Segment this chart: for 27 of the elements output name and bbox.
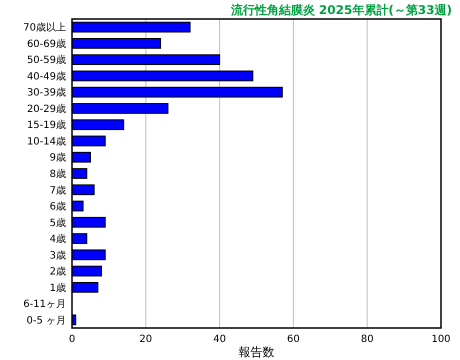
- y-tick-label: 15-19歳: [26, 119, 66, 132]
- y-tick-label: 10-14歳: [26, 135, 66, 148]
- y-tick-label: 70歳以上: [23, 22, 66, 34]
- y-tick-label: 60-69歳: [26, 38, 66, 50]
- x-tick-label: 40: [213, 334, 226, 345]
- y-tick-label: 20-29歳: [26, 102, 66, 115]
- y-tick-label: 2歳: [50, 266, 66, 278]
- chart-title: 流行性角結膜炎 2025年累計(～第33週): [230, 3, 452, 17]
- y-tick-label: 6-11ヶ月: [23, 299, 66, 310]
- x-tick-label: 80: [360, 334, 374, 345]
- x-axis-title: 報告数: [238, 345, 274, 359]
- x-tick-label: 100: [431, 334, 451, 345]
- y-tick-label: 30-39歳: [26, 86, 66, 99]
- y-tick-label: 9歳: [50, 152, 66, 164]
- y-tick-label: 40-49歳: [26, 70, 66, 82]
- x-tick-label: 20: [139, 334, 152, 345]
- x-tick-label: 60: [287, 334, 300, 345]
- y-tick-label: 3歳: [50, 249, 66, 262]
- x-tick-label: 0: [68, 334, 76, 345]
- y-tick-label: 8歳: [50, 168, 66, 180]
- y-tick-label: 4歳: [50, 233, 66, 246]
- y-tick-label: 7歳: [50, 184, 66, 196]
- y-tick-label: 6歳: [50, 200, 66, 213]
- y-tick-label: 0-5 ヶ月: [26, 315, 66, 326]
- y-tick-label: 5歳: [50, 216, 66, 229]
- y-tick-label: 50-59歳: [26, 54, 66, 66]
- y-tick-label: 1歳: [50, 282, 66, 294]
